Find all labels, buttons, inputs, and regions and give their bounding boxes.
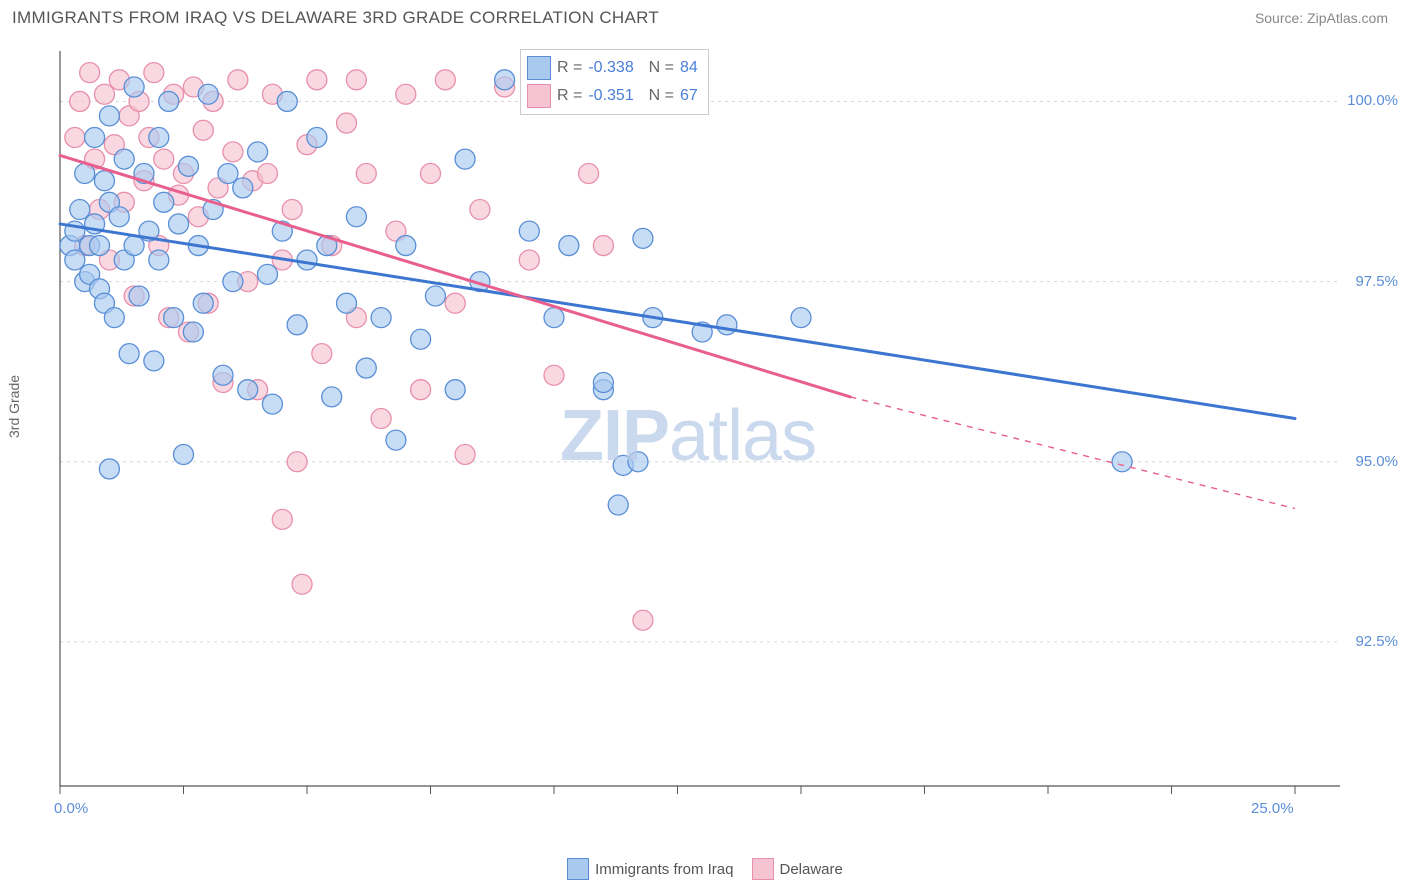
y-tick-label: 97.5%	[1355, 273, 1398, 290]
swatch-icon	[527, 84, 551, 108]
x-tick-label: 25.0%	[1251, 800, 1294, 817]
legend-label: Immigrants from Iraq	[595, 861, 733, 878]
header-bar: IMMIGRANTS FROM IRAQ VS DELAWARE 3RD GRA…	[0, 0, 1406, 36]
legend-item: Immigrants from Iraq	[567, 858, 733, 880]
scatter-chart-svg	[50, 46, 1360, 816]
correlation-legend: R = -0.338 N = 84 R = -0.351 N = 67	[520, 49, 709, 115]
y-axis-label: 3rd Grade	[6, 375, 22, 438]
y-tick-label: 92.5%	[1355, 633, 1398, 650]
chart-area	[50, 46, 1360, 816]
source-attribution: Source: ZipAtlas.com	[1255, 10, 1388, 26]
stat-value-r: -0.338	[588, 59, 633, 77]
stat-value-n: 84	[680, 59, 698, 77]
chart-title: IMMIGRANTS FROM IRAQ VS DELAWARE 3RD GRA…	[12, 8, 659, 28]
x-tick-label: 0.0%	[54, 800, 88, 817]
series-legend: Immigrants from Iraq Delaware	[50, 858, 1360, 880]
stat-label: N =	[640, 59, 674, 77]
stat-label: R =	[557, 59, 582, 77]
swatch-icon	[752, 858, 774, 880]
stat-label: R =	[557, 87, 582, 105]
correlation-legend-row: R = -0.351 N = 67	[527, 82, 698, 110]
swatch-icon	[567, 858, 589, 880]
y-tick-label: 100.0%	[1347, 92, 1398, 109]
legend-item: Delaware	[752, 858, 843, 880]
stat-label: N =	[640, 87, 674, 105]
stat-value-n: 67	[680, 87, 698, 105]
stat-value-r: -0.351	[588, 87, 633, 105]
correlation-legend-row: R = -0.338 N = 84	[527, 54, 698, 82]
swatch-icon	[527, 56, 551, 80]
y-tick-label: 95.0%	[1355, 453, 1398, 470]
legend-label: Delaware	[780, 861, 843, 878]
